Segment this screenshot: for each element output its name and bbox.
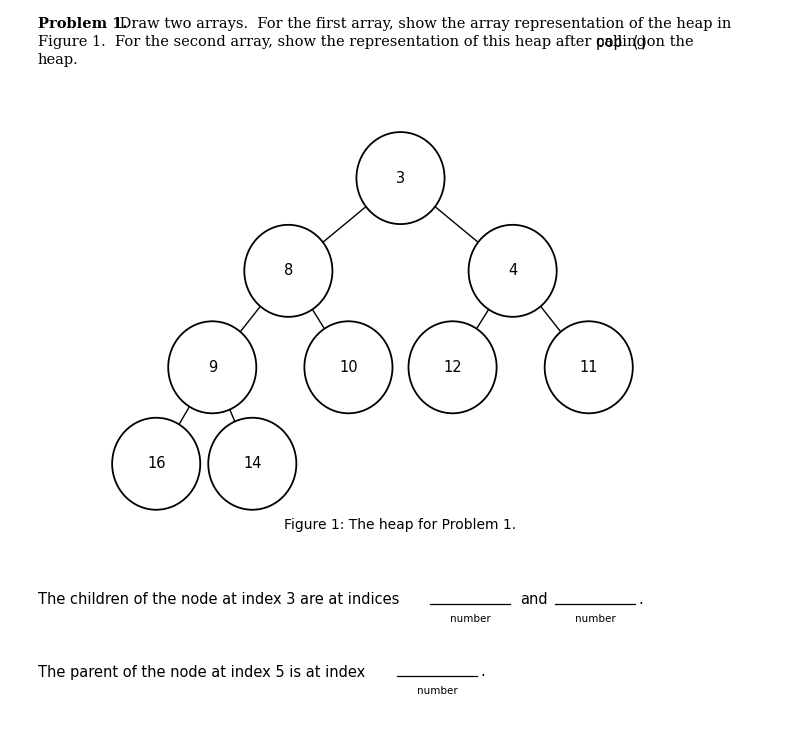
Text: Figure 1.  For the second array, show the representation of this heap after call: Figure 1. For the second array, show the… — [38, 35, 650, 49]
Text: 16: 16 — [147, 456, 166, 471]
Text: 4: 4 — [508, 263, 517, 278]
Ellipse shape — [409, 321, 497, 413]
Text: 8: 8 — [284, 263, 293, 278]
Text: 3: 3 — [396, 171, 405, 186]
Ellipse shape — [356, 132, 445, 224]
Text: number: number — [417, 686, 457, 695]
Text: 12: 12 — [443, 360, 462, 375]
Text: number: number — [574, 614, 615, 623]
Text: Problem 1.: Problem 1. — [38, 17, 127, 31]
Text: The children of the node at index 3 are at indices: The children of the node at index 3 are … — [38, 593, 400, 608]
Text: number: number — [449, 614, 490, 623]
Text: .: . — [638, 593, 642, 608]
Ellipse shape — [545, 321, 633, 413]
Ellipse shape — [469, 225, 557, 317]
Text: Figure 1: The heap for Problem 1.: Figure 1: The heap for Problem 1. — [284, 518, 517, 532]
Text: pop (): pop () — [596, 35, 649, 50]
Text: heap.: heap. — [38, 53, 78, 67]
Text: .: . — [480, 665, 485, 680]
Ellipse shape — [244, 225, 332, 317]
Ellipse shape — [112, 418, 200, 510]
Text: on the: on the — [642, 35, 694, 49]
Text: 14: 14 — [243, 456, 262, 471]
Text: The parent of the node at index 5 is at index: The parent of the node at index 5 is at … — [38, 665, 365, 680]
Text: Draw two arrays.  For the first array, show the array representation of the heap: Draw two arrays. For the first array, sh… — [115, 17, 731, 31]
Text: 11: 11 — [579, 360, 598, 375]
Text: and: and — [520, 593, 548, 608]
Text: 10: 10 — [339, 360, 358, 375]
Ellipse shape — [208, 418, 296, 510]
Ellipse shape — [168, 321, 256, 413]
Text: 9: 9 — [207, 360, 217, 375]
Ellipse shape — [304, 321, 392, 413]
